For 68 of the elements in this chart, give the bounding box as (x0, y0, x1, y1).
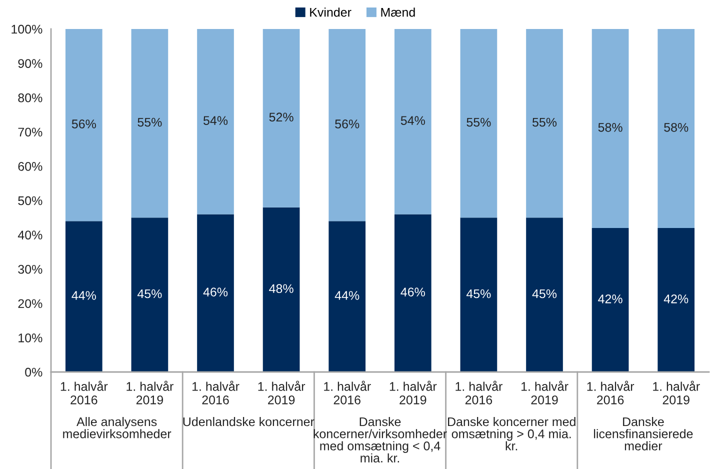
x-tick-label: 1. halvår 2019 (521, 380, 568, 404)
data-label: 58% (664, 122, 688, 132)
bar (460, 218, 498, 372)
bar (526, 29, 563, 218)
data-label: 54% (203, 116, 228, 125)
data-label: 42% (598, 294, 622, 304)
legend-label: Kvinder (310, 8, 352, 17)
x-tick-label: 1. halvår 2016 (456, 380, 502, 404)
bar (526, 218, 563, 372)
y-tick-label: 90% (18, 59, 42, 68)
x-tick-label: 1. halvår 2016 (60, 380, 108, 404)
data-label: 42% (664, 294, 688, 304)
text: Udenlandske koncerner (183, 417, 314, 426)
bar (394, 214, 432, 372)
bar (131, 29, 168, 218)
y-tick-label: 10% (18, 334, 42, 342)
data-label: 52% (269, 112, 294, 122)
bar (592, 29, 629, 228)
x-tick-label: 1. halvår 2016 (192, 380, 240, 404)
data-label: 46% (203, 288, 228, 296)
x-tick-label: 1. halvår 2016 (324, 380, 371, 404)
y-tick-label: 20% (18, 299, 42, 308)
y-tick-label: 80% (18, 93, 42, 102)
y-tick-label: 60% (18, 162, 42, 171)
text: Danske licensfinansierede medier (594, 417, 693, 450)
y-tick-label: 30% (18, 264, 42, 274)
y-tick-label: 70% (18, 128, 42, 137)
data-label: 48% (269, 284, 294, 294)
bar (262, 29, 300, 208)
data-label: 44% (72, 291, 96, 300)
x-tick-label: 1. halvår 2019 (126, 380, 174, 404)
bar (658, 228, 695, 372)
y-tick-label: 0% (25, 368, 42, 377)
bar (197, 29, 234, 214)
bar (394, 29, 432, 214)
bar (328, 221, 366, 372)
x-tick-label: 1. halvår 2019 (653, 380, 700, 404)
x-tick-label: 1. halvår 2019 (390, 380, 437, 404)
bar (262, 207, 300, 372)
data-label: 54% (400, 116, 425, 125)
text: Danske koncerner med omsætning > 0,4 mia. kr. (448, 417, 576, 450)
data-label: 55% (532, 118, 557, 127)
y-tick-label: 100% (12, 24, 42, 34)
bar (328, 29, 366, 222)
data-label: 56% (335, 120, 360, 128)
bar (592, 228, 629, 372)
bar (65, 221, 102, 372)
text: Danske koncerner/virksomheder med omsætning < 0,4 mia. kr. (314, 417, 447, 462)
y-tick-label: 50% (18, 196, 42, 206)
data-label: 45% (137, 289, 162, 298)
data-label: 45% (466, 289, 491, 298)
x-tick-label: 1. halvår 2016 (587, 380, 634, 404)
bar (65, 29, 102, 222)
bar (658, 29, 695, 228)
data-label: 46% (400, 288, 425, 296)
data-label: 56% (72, 120, 96, 128)
bar (460, 29, 498, 218)
text: Alle analysens medievirksomheder (63, 417, 172, 438)
y-tick-label: 40% (18, 230, 42, 240)
data-label: 45% (532, 289, 557, 298)
bar (197, 214, 234, 372)
data-label: 44% (334, 291, 360, 300)
bar (131, 218, 168, 372)
legend-label: Mænd (381, 8, 415, 17)
data-label: 58% (598, 122, 622, 132)
data-label: 55% (466, 118, 491, 127)
data-label: 55% (138, 118, 162, 127)
x-tick-label: 1. halvår 2019 (258, 380, 306, 404)
